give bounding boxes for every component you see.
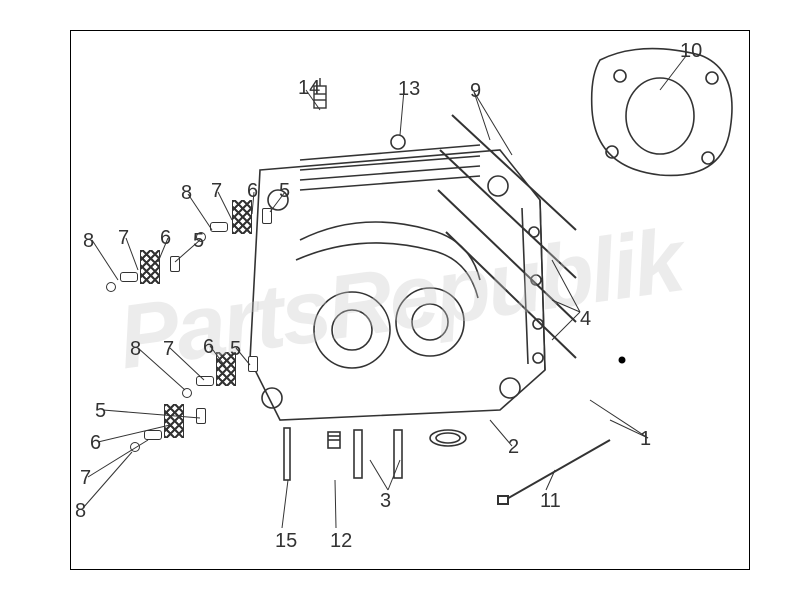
callout-6: 6 bbox=[160, 227, 171, 250]
callout-7: 7 bbox=[211, 180, 222, 203]
callout-6: 6 bbox=[203, 336, 214, 359]
callout-12: 12 bbox=[330, 530, 352, 553]
valve-guide bbox=[196, 408, 206, 424]
callout-9: 9 bbox=[470, 80, 481, 103]
callout-15: 15 bbox=[275, 530, 297, 553]
callout-10: 10 bbox=[680, 40, 702, 63]
callout-5: 5 bbox=[230, 338, 241, 361]
callout-8: 8 bbox=[181, 182, 192, 205]
callout-6: 6 bbox=[247, 180, 258, 203]
spring-cap bbox=[144, 430, 162, 440]
callout-7: 7 bbox=[118, 227, 129, 250]
callout-5: 5 bbox=[95, 400, 106, 423]
spring-cap bbox=[120, 272, 138, 282]
valve-guide bbox=[262, 208, 272, 224]
callout-4: 4 bbox=[580, 308, 591, 331]
diagram-container: PartsRepublik bbox=[0, 0, 800, 600]
callout-8: 8 bbox=[83, 230, 94, 253]
valve-cotter bbox=[130, 442, 140, 452]
callout-11: 11 bbox=[540, 490, 561, 513]
callout-8: 8 bbox=[130, 338, 141, 361]
gasket-shape bbox=[592, 49, 732, 176]
spring-cap bbox=[210, 222, 228, 232]
callout-7: 7 bbox=[80, 467, 91, 490]
valve-spring bbox=[140, 250, 160, 284]
valve-guide bbox=[248, 356, 258, 372]
callout-5: 5 bbox=[279, 180, 290, 203]
callout-13: 13 bbox=[398, 78, 420, 101]
valve-guide bbox=[170, 256, 180, 272]
valve-spring bbox=[232, 200, 252, 234]
spring-cap bbox=[196, 376, 214, 386]
callout-6: 6 bbox=[90, 432, 101, 455]
callout-5: 5 bbox=[193, 230, 204, 253]
callout-8: 8 bbox=[75, 500, 86, 523]
callout-3: 3 bbox=[380, 490, 391, 513]
valve-spring bbox=[164, 404, 184, 438]
callout-7: 7 bbox=[163, 338, 174, 361]
callout-1: 1 bbox=[640, 428, 651, 451]
valve-cotter bbox=[182, 388, 192, 398]
valve-cotter bbox=[106, 282, 116, 292]
callout-2: 2 bbox=[508, 436, 519, 459]
callout-14: 14 bbox=[298, 77, 320, 100]
